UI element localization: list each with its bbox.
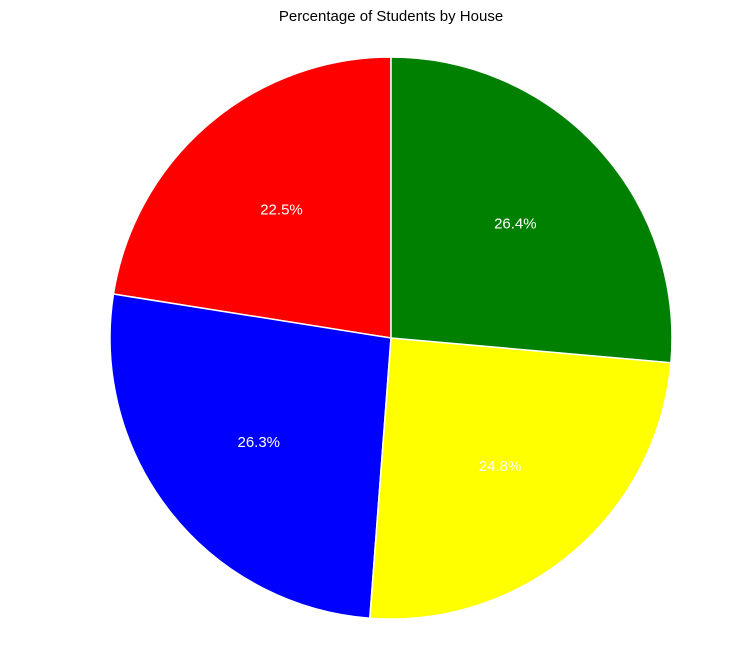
chart-title: Percentage of Students by House	[278, 8, 504, 25]
pie-slice-1	[112, 56, 392, 339]
pie-slice-2	[109, 293, 392, 619]
pie-slice-3	[369, 337, 672, 620]
pie-labels: 22.5% 26.3% 24.8% 26.4%	[237, 201, 536, 475]
pie-slice-label-1: 22.5%	[260, 201, 303, 218]
pie-slice-label-4: 26.4%	[494, 216, 537, 233]
pie-slice-label-2: 26.3%	[237, 434, 280, 451]
pie-slice-label-3: 24.8%	[479, 458, 522, 475]
pie-slice-4	[390, 56, 673, 364]
pie-slices	[109, 56, 673, 620]
